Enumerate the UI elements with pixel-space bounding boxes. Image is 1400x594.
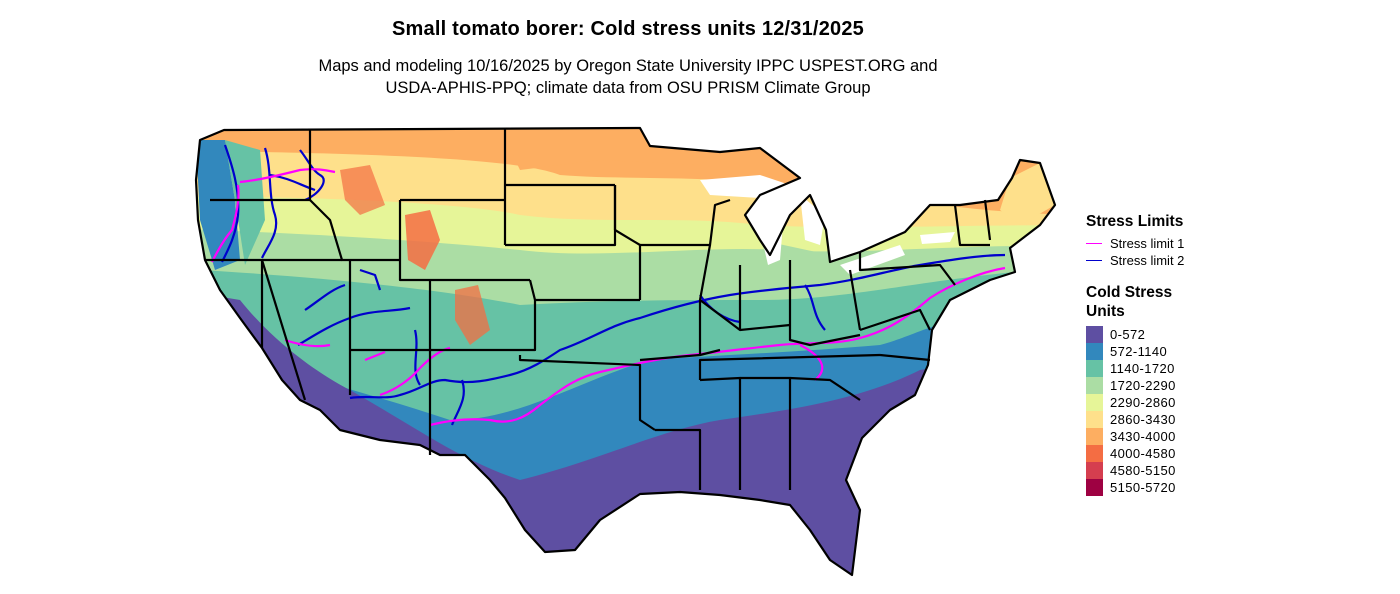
legend-swatch bbox=[1086, 445, 1103, 462]
cold-stress-units-legend-title-line-2: Units bbox=[1086, 303, 1125, 320]
cascade-band bbox=[225, 140, 265, 265]
legend-bin-label: 2860-3430 bbox=[1110, 412, 1176, 427]
legend-swatch bbox=[1086, 411, 1103, 428]
map-title: Small tomato borer: Cold stress units 12… bbox=[392, 18, 864, 40]
stress-limit-2-key bbox=[1086, 260, 1102, 261]
legend-bin-label: 5150-5720 bbox=[1110, 480, 1176, 495]
map-subtitle: Maps and modeling 10/16/2025 by Oregon S… bbox=[0, 55, 1256, 99]
legend-bin-1: 572-1140 bbox=[1086, 343, 1216, 360]
legend-bin-label: 3430-4000 bbox=[1110, 429, 1176, 444]
legend-bin-0: 0-572 bbox=[1086, 326, 1216, 343]
legend-bin-5: 2860-3430 bbox=[1086, 411, 1216, 428]
stress-limits-legend-title: Stress Limits bbox=[1086, 213, 1184, 230]
subtitle-line-2: USDA-APHIS-PPQ; climate data from OSU PR… bbox=[385, 79, 871, 97]
cold-stress-units-legend-title-line-1: Cold Stress bbox=[1086, 284, 1173, 301]
cold-stress-units-bins: 0-572 572-1140 1140-1720 1720-2290 2290-2860… bbox=[1086, 326, 1216, 496]
legend-bin-label: 1140-1720 bbox=[1110, 361, 1175, 376]
stress-limit-1-legend-item: Stress limit 1 bbox=[1086, 235, 1184, 252]
legend-bin-label: 1720-2290 bbox=[1110, 378, 1176, 393]
cold-stress-units-legend: Cold Stress Units 0-572 572-1140 1140-1720… bbox=[1086, 283, 1216, 496]
legend-swatch bbox=[1086, 343, 1103, 360]
legend-bin-3: 1720-2290 bbox=[1086, 377, 1216, 394]
legend-swatch bbox=[1086, 394, 1103, 411]
state-boundaries bbox=[194, 126, 1057, 577]
legend-bin-7: 4000-4580 bbox=[1086, 445, 1216, 462]
colorado-cold-patch bbox=[455, 285, 490, 345]
legend-swatch bbox=[1086, 360, 1103, 377]
new-england-band bbox=[1000, 163, 1055, 225]
stress-limit-2-label: Stress limit 2 bbox=[1110, 253, 1185, 268]
legend-bin-9: 5150-5720 bbox=[1086, 479, 1216, 496]
oregon-coast-band bbox=[196, 140, 240, 270]
legend-bin-label: 0-572 bbox=[1110, 327, 1146, 342]
stress-limit-1-key bbox=[1086, 243, 1102, 244]
stress-limit-2-line bbox=[221, 144, 1006, 426]
rockies-cold-patch bbox=[405, 210, 440, 270]
stress-limits-legend: Stress Limits Stress limit 1 Stress limi… bbox=[1086, 212, 1184, 269]
legend-bin-label: 4000-4580 bbox=[1110, 446, 1176, 461]
legend-bin-label: 4580-5150 bbox=[1110, 463, 1176, 478]
legend-bin-4: 2290-2860 bbox=[1086, 394, 1216, 411]
subtitle-line-1: Maps and modeling 10/16/2025 by Oregon S… bbox=[318, 57, 938, 75]
legend-bin-2: 1140-1720 bbox=[1086, 360, 1216, 377]
legend-bin-label: 572-1140 bbox=[1110, 344, 1168, 359]
minnesota-warm-patch bbox=[500, 128, 720, 170]
legend-swatch bbox=[1086, 462, 1103, 479]
stress-limit-1-label: Stress limit 1 bbox=[1110, 236, 1185, 251]
idaho-cold-patch bbox=[340, 165, 385, 215]
legend-bin-6: 3430-4000 bbox=[1086, 428, 1216, 445]
legend-swatch bbox=[1086, 326, 1103, 343]
legend-bin-8: 4580-5150 bbox=[1086, 462, 1216, 479]
legend-swatch bbox=[1086, 377, 1103, 394]
legend-swatch bbox=[1086, 479, 1103, 496]
legend-swatch bbox=[1086, 428, 1103, 445]
legend-bin-label: 2290-2860 bbox=[1110, 395, 1176, 410]
stress-limit-2-legend-item: Stress limit 2 bbox=[1086, 252, 1184, 269]
